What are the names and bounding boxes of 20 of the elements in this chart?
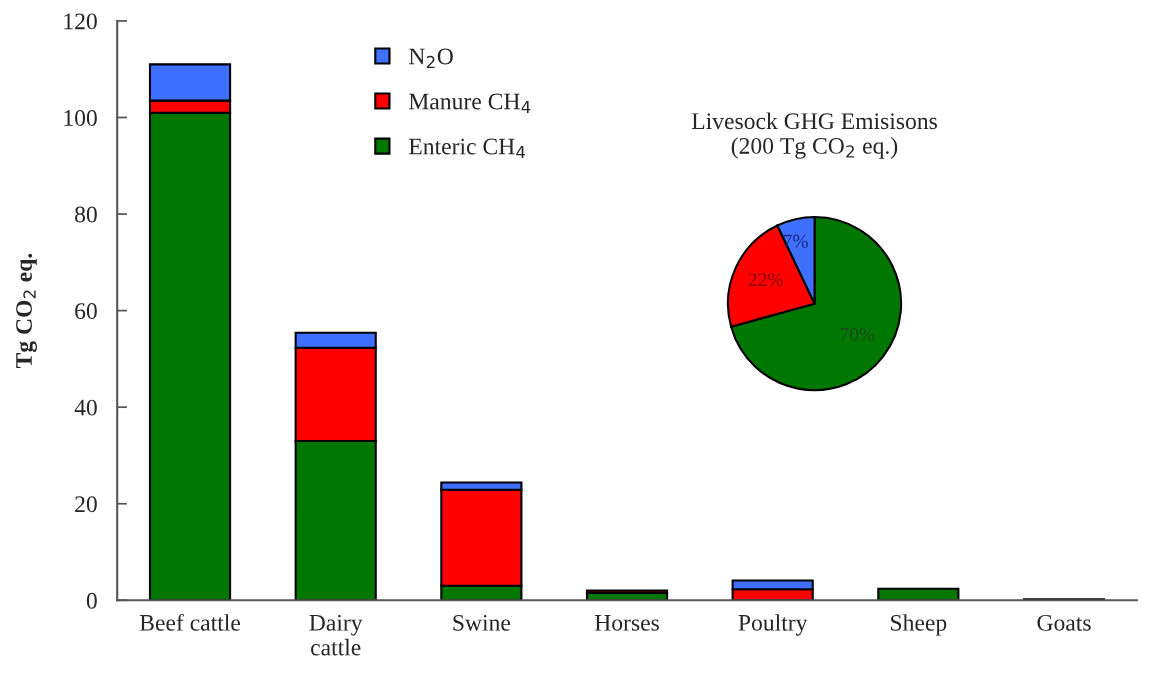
legend-label: Manure CH$_{4}$ — [409, 93, 531, 114]
x-tick-label: Swine — [453, 614, 511, 631]
y-axis-title: Tg CO$_{2}$ eq. — [16, 253, 37, 369]
y-tick-label: 40 — [74, 399, 97, 416]
y-tick-label: 20 — [75, 496, 97, 513]
y-tick-label: 120 — [64, 13, 97, 30]
x-tick-label: Horses — [594, 615, 659, 631]
y-tick-label: 80 — [75, 206, 97, 223]
x-tick-label: Goats — [1037, 614, 1091, 631]
chart-title: Livesock GHG Emisisons (200 Tg CO$_{2}$ eq.) — [691, 112, 937, 159]
legend-label: Enteric CH$_{4}$ — [409, 138, 526, 159]
y-tick-label: 60 — [75, 303, 97, 320]
x-tick-label: Dairy cattle — [309, 614, 363, 656]
y-tick-label: 0 — [86, 592, 97, 609]
legend-label: N$_{2}$O — [409, 48, 453, 69]
data-label: 22% — [748, 273, 783, 287]
y-tick-label: 100 — [64, 109, 97, 126]
x-tick-label: Poultry — [738, 614, 808, 636]
x-tick-label: Beef cattle — [139, 613, 241, 631]
x-tick-label: Sheep — [891, 614, 947, 636]
